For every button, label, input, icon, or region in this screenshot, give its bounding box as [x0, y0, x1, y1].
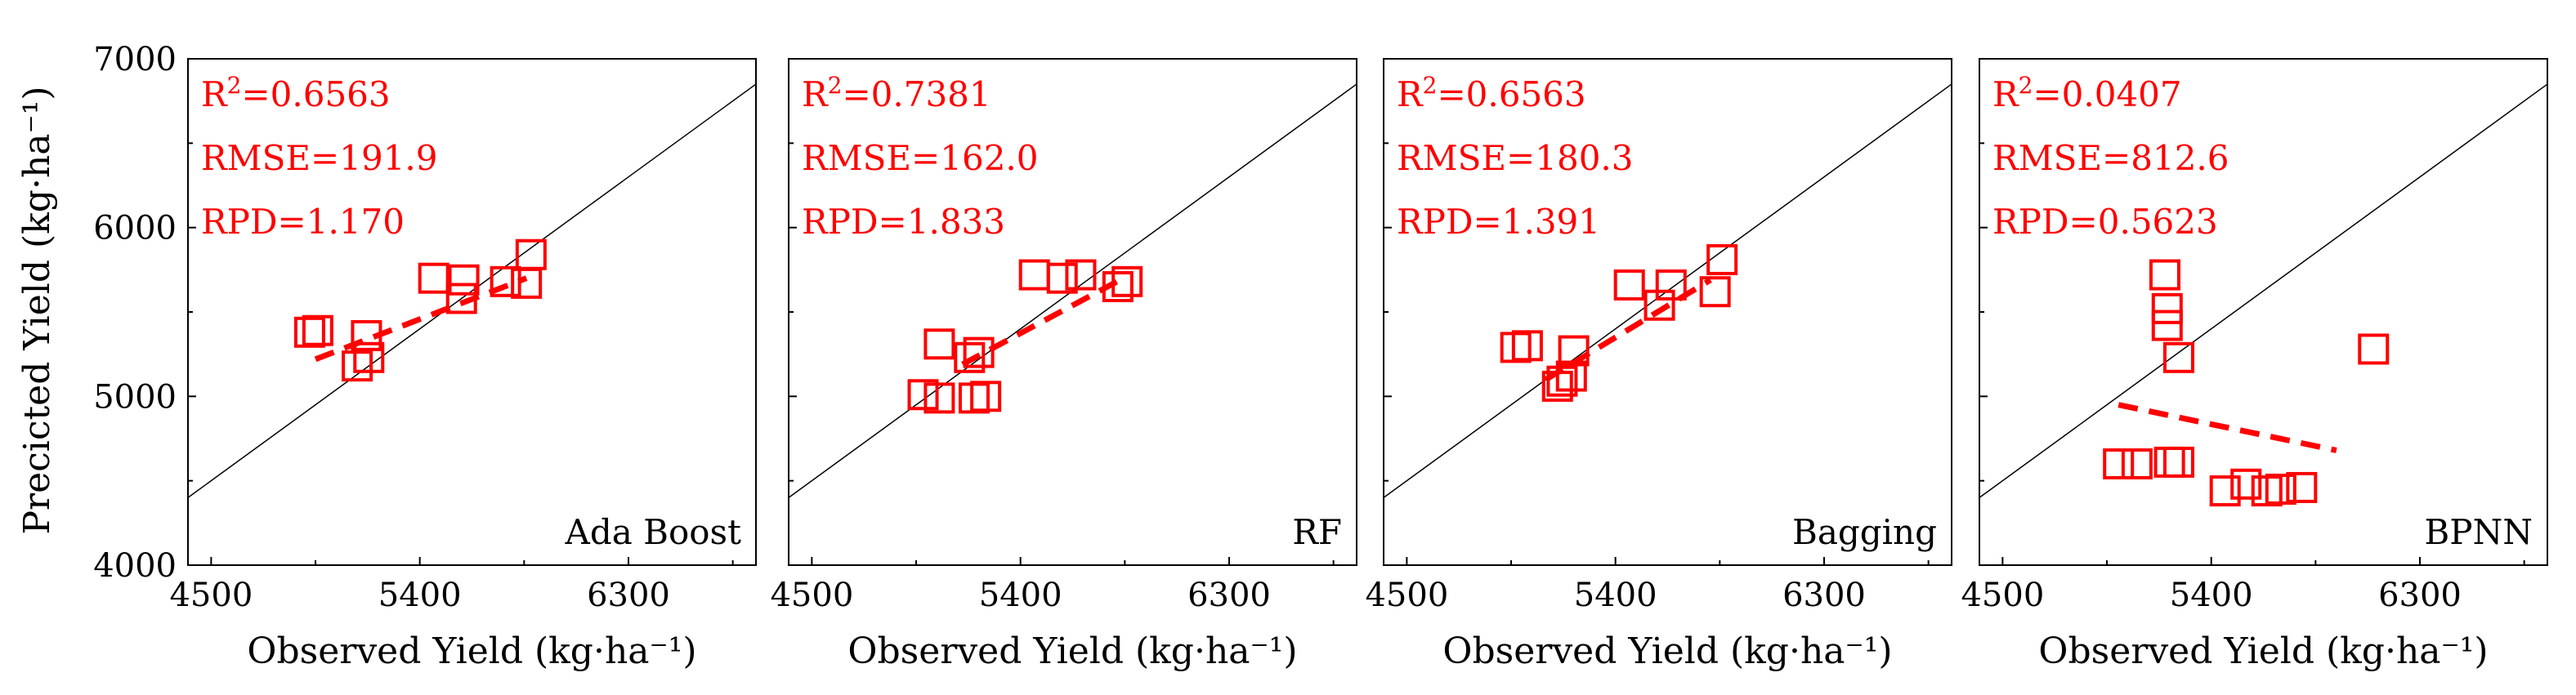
data-point	[1500, 332, 1532, 363]
y-tick-label: 7000	[93, 41, 177, 78]
rmse-label: RMSE=812.6	[1992, 138, 2229, 178]
data-point	[924, 382, 955, 414]
data-point	[2265, 474, 2296, 505]
data-point	[2358, 333, 2390, 365]
reference-line-1to1	[789, 83, 1357, 499]
x-axis-title: Observed Yield (kg·ha⁻¹)	[247, 630, 696, 672]
x-tick-label: 5400	[378, 577, 462, 614]
fit-line	[961, 277, 1122, 368]
x-axis-title: Observed Yield (kg·ha⁻¹)	[1442, 630, 1892, 672]
model-name: BPNN	[2424, 512, 2533, 552]
data-point	[1046, 262, 1078, 294]
data-point	[511, 267, 543, 299]
data-point	[1555, 360, 1587, 392]
data-point	[2121, 448, 2153, 479]
data-point	[515, 238, 547, 270]
data-point	[418, 262, 449, 294]
x-tick-label: 5400	[979, 577, 1062, 614]
panel-bpnn: 4500 5400 6300 R2=0.0407 RMSE=812.6 RPD=0.562…	[1961, 58, 2548, 672]
rpd-label: RPD=1.391	[1397, 202, 1600, 242]
data-point	[2103, 448, 2135, 479]
x-tick-label: 6300	[2378, 577, 2462, 614]
panel-bagging: 4500 5400 6300 R2=0.6563 RMSE=180.3 RPD=1.391…	[1365, 58, 1952, 672]
y-tick-label: 6000	[93, 210, 177, 247]
data-point	[2153, 446, 2185, 478]
data-point	[2149, 259, 2180, 291]
data-point	[2162, 446, 2194, 478]
data-point	[445, 283, 477, 314]
rmse-label: RMSE=162.0	[802, 138, 1039, 178]
y-tick-label: 5000	[93, 378, 177, 416]
x-tick-label: 4500	[169, 577, 253, 614]
panel-rf: 4500 5400 6300 R2=0.7381 RMSE=162.0 RPD=1.833…	[770, 58, 1357, 672]
r2-label: R2=0.6563	[201, 72, 391, 114]
x-tick-label: 5400	[1574, 577, 1657, 614]
data-point	[970, 381, 1002, 412]
data-point	[1111, 265, 1143, 297]
plot-frame	[788, 58, 1357, 566]
model-name: RF	[1292, 512, 1342, 552]
fit-line	[2118, 402, 2337, 453]
x-axis-title: Observed Yield (kg·ha⁻¹)	[2038, 630, 2488, 672]
rmse-label: RMSE=180.3	[1397, 138, 1634, 178]
x-tick-label: 6300	[1187, 577, 1271, 614]
rpd-label: RPD=0.5623	[1992, 202, 2218, 242]
data-point	[2286, 471, 2318, 503]
x-tick-label: 4500	[770, 577, 853, 614]
data-point	[342, 350, 373, 382]
data-point	[1644, 289, 1675, 321]
data-point	[907, 379, 939, 411]
data-point	[1558, 335, 1590, 367]
rpd-label: RPD=1.170	[201, 202, 405, 242]
x-axis-title: Observed Yield (kg·ha⁻¹)	[847, 630, 1297, 672]
x-tick-label: 6300	[587, 577, 670, 614]
data-point	[954, 341, 986, 373]
data-point	[958, 382, 990, 414]
plot-frame	[1383, 58, 1952, 566]
reference-line-1to1	[1384, 83, 1952, 499]
y-axis-title: Precicted Yield (kg·ha⁻¹)	[16, 86, 58, 534]
data-point	[963, 336, 995, 368]
x-tick-label: 4500	[1365, 577, 1448, 614]
x-tick-label: 6300	[1782, 577, 1866, 614]
rmse-label: RMSE=191.9	[201, 138, 438, 178]
data-point	[2209, 475, 2241, 507]
model-name: Bagging	[1792, 512, 1937, 552]
plot-frame	[1979, 58, 2548, 566]
data-point	[2151, 292, 2183, 324]
data-point	[2162, 341, 2194, 373]
data-point	[1102, 271, 1134, 302]
data-point	[924, 328, 955, 360]
r2-label: R2=0.0407	[1992, 72, 2182, 114]
data-point	[1511, 330, 1543, 362]
data-point	[1613, 269, 1645, 301]
y-tick-label: 4000	[93, 547, 177, 585]
data-point	[1706, 243, 1738, 275]
data-point	[351, 319, 382, 351]
data-point	[448, 264, 480, 296]
data-point	[490, 265, 521, 297]
data-point	[2230, 468, 2262, 500]
data-point	[302, 314, 333, 346]
x-tick-label: 5400	[2170, 577, 2253, 614]
data-point	[2151, 310, 2183, 341]
data-point	[1065, 259, 1097, 291]
data-point	[353, 341, 385, 373]
r2-label: R2=0.6563	[1397, 72, 1586, 114]
model-name: Ada Boost	[565, 512, 742, 552]
data-point	[1546, 365, 1578, 397]
reference-line-1to1	[1979, 83, 2547, 499]
rpd-label: RPD=1.833	[802, 202, 1005, 242]
data-point	[1655, 269, 1687, 301]
r2-label: R2=0.7381	[802, 72, 991, 114]
data-point	[293, 316, 325, 348]
x-tick-label: 4500	[1961, 577, 2044, 614]
data-point	[1018, 259, 1050, 291]
data-point	[1699, 276, 1731, 308]
panel-ada-boost: 4500 5400 6300 4000 5000 6000 7000 R2=0.6563 RMS…	[93, 41, 757, 672]
